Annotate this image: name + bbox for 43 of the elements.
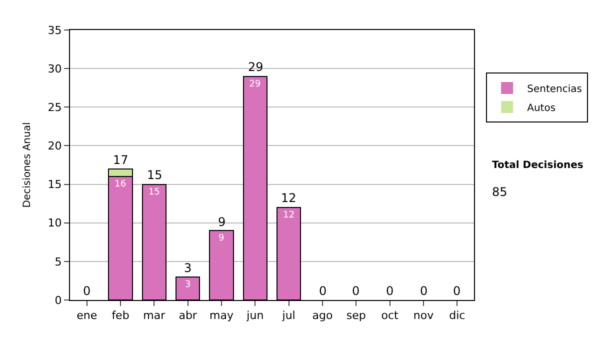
x-tick-label: mar bbox=[143, 309, 166, 322]
total-label: 0 bbox=[453, 284, 461, 298]
y-tick-label: 35 bbox=[48, 24, 62, 37]
y-axis-title: Decisiones Anual bbox=[22, 122, 33, 208]
x-tick-label: sep bbox=[346, 309, 366, 322]
data-label: 16 bbox=[114, 180, 126, 190]
x-tick-label: ene bbox=[76, 309, 98, 322]
y-tick-label: 15 bbox=[48, 178, 62, 192]
total-label: 0 bbox=[83, 284, 91, 298]
total-label: 29 bbox=[248, 60, 264, 74]
data-label: 12 bbox=[283, 210, 295, 220]
x-tick-label: dic bbox=[449, 309, 466, 322]
total-label: 0 bbox=[420, 284, 428, 298]
y-tick-label: 10 bbox=[48, 216, 62, 230]
x-tick-label: may bbox=[210, 309, 234, 322]
y-tick-label: 25 bbox=[48, 100, 62, 114]
legend-label: Sentencias bbox=[527, 84, 582, 95]
legend-label: Autos bbox=[527, 102, 556, 114]
total-label: 3 bbox=[184, 261, 192, 275]
data-label: 29 bbox=[249, 79, 262, 90]
total-label: 15 bbox=[147, 168, 162, 182]
y-tick-label: 30 bbox=[48, 62, 62, 76]
x-tick-label: nov bbox=[413, 309, 434, 322]
data-label: 3 bbox=[184, 280, 191, 290]
text: 85 bbox=[492, 185, 508, 199]
total-label: 0 bbox=[319, 284, 327, 298]
x-tick-label: oct bbox=[381, 309, 400, 322]
total-label: 17 bbox=[113, 153, 128, 167]
x-tick-label: ago bbox=[312, 309, 333, 322]
total-label: 0 bbox=[386, 284, 394, 298]
data-label: 15 bbox=[148, 187, 160, 198]
x-tick-label: jul bbox=[281, 309, 296, 322]
x-tick-label: jun bbox=[246, 309, 264, 322]
total-label: 9 bbox=[218, 215, 226, 229]
data-label: 9 bbox=[218, 234, 224, 244]
total-label: 0 bbox=[352, 284, 360, 298]
total-label: 12 bbox=[281, 191, 296, 205]
text: Total Decisiones bbox=[492, 160, 584, 171]
y-tick-label: 5 bbox=[54, 255, 62, 268]
y-tick-label: 20 bbox=[48, 140, 62, 153]
x-tick-label: abr bbox=[178, 309, 198, 322]
y-tick-label: 0 bbox=[54, 294, 62, 307]
x-tick-label: feb bbox=[112, 309, 130, 322]
